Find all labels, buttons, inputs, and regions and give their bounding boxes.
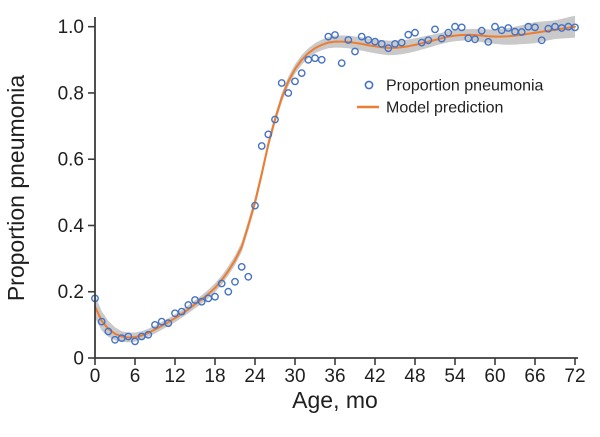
data-point bbox=[457, 23, 466, 32]
data-point bbox=[231, 277, 239, 286]
data-point bbox=[244, 272, 253, 281]
x-tick-label: 0 bbox=[90, 366, 101, 387]
data-point bbox=[291, 77, 299, 86]
data-point bbox=[211, 292, 219, 301]
data-point bbox=[531, 23, 539, 32]
data-point bbox=[417, 38, 426, 47]
data-point bbox=[477, 26, 486, 35]
data-point bbox=[517, 28, 526, 36]
x-axis-title: Age, mo bbox=[292, 387, 378, 413]
data-point bbox=[337, 59, 346, 67]
legend-scatter-label: Proportion pneumonia bbox=[386, 78, 544, 95]
model-prediction-path bbox=[94, 25, 576, 339]
data-point bbox=[497, 26, 506, 35]
data-point bbox=[331, 31, 339, 39]
data-point bbox=[404, 30, 413, 39]
data-point bbox=[277, 79, 286, 87]
x-tick-label: 54 bbox=[444, 366, 466, 387]
confidence-band-area bbox=[95, 15, 575, 343]
data-point bbox=[424, 36, 433, 45]
data-point bbox=[151, 320, 159, 329]
data-point bbox=[131, 337, 139, 346]
data-point bbox=[184, 301, 193, 309]
x-tick-label: 66 bbox=[524, 366, 545, 387]
data-point bbox=[177, 307, 186, 316]
data-point bbox=[537, 36, 546, 45]
data-point bbox=[97, 317, 106, 326]
data-point bbox=[264, 130, 273, 139]
x-tick-label: 30 bbox=[284, 366, 305, 387]
axis-ticks: 0 6 12 18 24 30 36 42 48 54 60 66 72 0 0.2 0.4 0.6 0.8 1.0 bbox=[58, 17, 586, 387]
data-point bbox=[544, 24, 553, 33]
x-tick-label: 36 bbox=[324, 366, 345, 387]
y-tick-label: 0.6 bbox=[58, 150, 84, 171]
data-point bbox=[411, 28, 419, 37]
data-point bbox=[144, 330, 153, 339]
data-point bbox=[164, 319, 173, 328]
legend-scatter-marker-icon bbox=[364, 80, 374, 90]
y-tick-label: 0.8 bbox=[58, 83, 84, 104]
data-point bbox=[431, 25, 439, 34]
data-point bbox=[251, 201, 259, 210]
y-tick-label: 0.4 bbox=[58, 216, 85, 237]
legend: Proportion pneumonia Model prediction bbox=[357, 78, 544, 117]
data-point bbox=[384, 44, 393, 53]
axes bbox=[94, 17, 578, 359]
data-point bbox=[377, 40, 386, 48]
data-point bbox=[297, 69, 306, 78]
data-point bbox=[437, 34, 446, 43]
data-point bbox=[224, 287, 233, 296]
data-point bbox=[237, 262, 246, 271]
y-tick-label: 0.2 bbox=[58, 282, 84, 303]
data-point bbox=[471, 35, 479, 44]
scatter-points bbox=[91, 22, 579, 346]
data-point bbox=[257, 142, 266, 150]
y-axis-title: Proportion pneumonia bbox=[3, 75, 29, 302]
confidence-band bbox=[95, 15, 575, 343]
data-point bbox=[371, 37, 379, 46]
data-point bbox=[397, 38, 406, 47]
y-tick-label: 0 bbox=[73, 349, 84, 370]
x-tick-label: 6 bbox=[130, 366, 141, 387]
data-point bbox=[484, 38, 493, 46]
data-point bbox=[451, 22, 459, 31]
data-point bbox=[104, 327, 113, 336]
x-tick-label: 60 bbox=[484, 366, 505, 387]
y-tick-label: 1.0 bbox=[58, 17, 84, 38]
legend-line-label: Model prediction bbox=[386, 100, 503, 117]
x-tick-label: 48 bbox=[404, 366, 425, 387]
x-tick-label: 24 bbox=[244, 366, 266, 387]
data-point bbox=[344, 36, 353, 44]
data-point bbox=[351, 47, 359, 56]
data-point bbox=[197, 297, 206, 306]
model-prediction-line bbox=[94, 25, 576, 339]
data-point bbox=[444, 28, 453, 37]
x-tick-label: 42 bbox=[364, 366, 385, 387]
data-point bbox=[311, 54, 319, 63]
data-point bbox=[217, 279, 226, 288]
x-tick-label: 18 bbox=[204, 366, 225, 387]
data-point bbox=[271, 115, 279, 124]
data-point bbox=[317, 55, 326, 64]
data-point bbox=[357, 32, 366, 41]
data-point bbox=[491, 22, 499, 31]
x-tick-label: 12 bbox=[164, 366, 185, 387]
data-point bbox=[571, 23, 579, 32]
data-point bbox=[124, 332, 133, 341]
x-tick-label: 72 bbox=[564, 366, 585, 387]
data-point bbox=[504, 24, 513, 32]
data-point bbox=[284, 89, 293, 97]
